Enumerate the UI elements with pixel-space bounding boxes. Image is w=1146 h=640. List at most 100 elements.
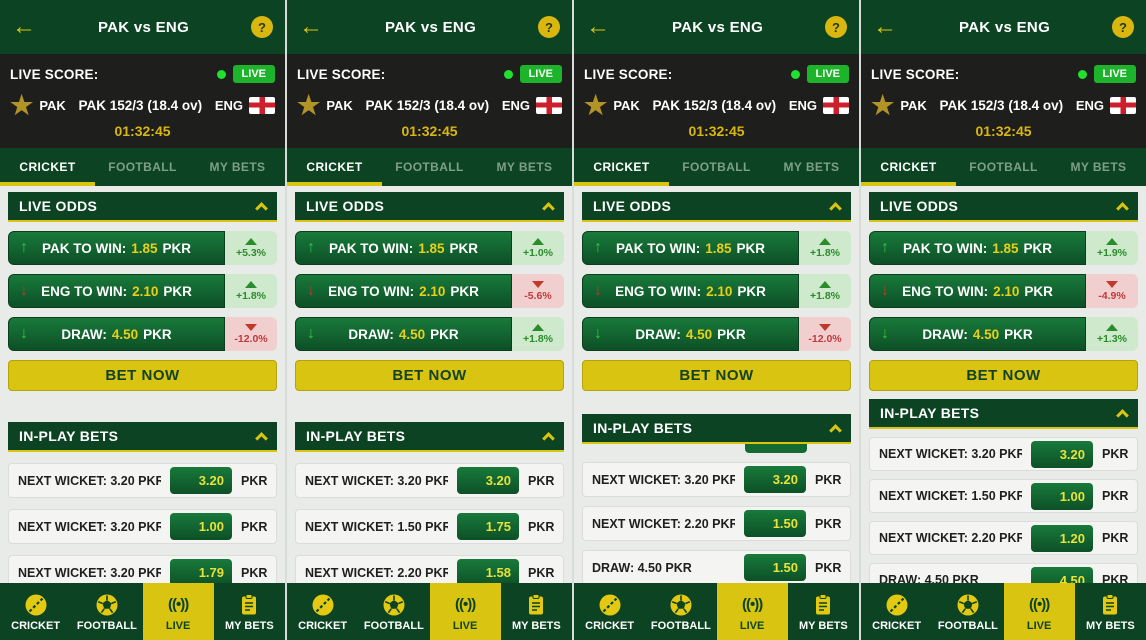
bet-now-button[interactable]: BET NOW [582,360,851,391]
live-odds-header[interactable]: LIVE ODDS [869,192,1138,222]
nav-live[interactable]: ((•)) LIVE [429,583,501,640]
odds-button-eng[interactable]: ↓ ENG TO WIN: 2.10 PKR +1.8% [582,274,851,308]
odds-button-eng[interactable]: ↓ ENG TO WIN: 2.10 PKR -5.6% [295,274,564,308]
live-odds-header[interactable]: LIVE ODDS [582,192,851,222]
bet-label: NEXT WICKET: 3.20 PKR [305,473,448,488]
odds-button-pak[interactable]: ↑ PAK TO WIN: 1.85 PKR +1.9% [869,231,1138,265]
triangle-up-icon [245,237,257,245]
nav-my-bets[interactable]: MY BETS [788,583,859,640]
bet-now-button[interactable]: BET NOW [869,360,1138,391]
nav-football[interactable]: FOOTBALL [645,583,716,640]
back-arrow-icon[interactable]: ← [299,13,323,40]
tab-my-bets[interactable]: MY BETS [496,160,553,174]
tab-my-bets[interactable]: MY BETS [783,160,840,174]
nav-cricket[interactable]: CRICKET [574,583,645,640]
trend-down-icon: ↓ [20,325,28,342]
back-arrow-icon[interactable]: ← [873,13,897,40]
in-play-bet-row: NEXT WICKET: 2.20 PKR 1.50 PKR [582,506,851,541]
bet-odds-button[interactable]: 3.20 [744,466,806,493]
odds-button-eng[interactable]: ↓ ENG TO WIN: 2.10 PKR +1.8% [8,274,277,308]
odds-label: DRAW: [61,326,107,342]
help-icon[interactable]: ? [538,16,560,38]
odds-currency: PKR [737,283,766,299]
bet-odds-button[interactable]: 1.00 [170,513,232,540]
tab-bar: CRICKET FOOTBALL MY BETS [861,148,1146,186]
trend-up-icon: ↑ [307,239,315,256]
bet-odds-button[interactable]: 4.50 [1031,566,1093,583]
odds-button-draw[interactable]: ↓ DRAW: 4.50 PKR -12.0% [8,317,277,351]
odds-currency: PKR [736,240,766,256]
tab-football[interactable]: FOOTBALL [395,160,464,174]
bet-label: NEXT WICKET: 3.20 PKR [18,473,161,488]
chevron-up-icon [542,431,555,445]
bet-odds-button[interactable]: 3.20 [1031,440,1093,468]
bet-now-button[interactable]: BET NOW [8,360,277,391]
bet-odds-button[interactable]: 3.20 [457,467,519,494]
odds-button-pak[interactable]: ↑ PAK TO WIN: 1.85 PKR +5.3% [8,231,277,265]
odds-button-draw[interactable]: ↓ DRAW: 4.50 PKR -12.0% [582,317,851,351]
odds-currency: PKR [162,240,192,256]
tab-football[interactable]: FOOTBALL [682,160,751,174]
change-percent: +1.8% [235,289,267,302]
nav-cricket[interactable]: CRICKET [0,583,71,640]
tab-cricket[interactable]: CRICKET [574,148,669,186]
bet-odds-button[interactable]: 1.20 [1031,524,1093,552]
nav-football[interactable]: FOOTBALL [358,583,429,640]
live-broadcast-icon: ((•)) [168,596,189,613]
nav-football[interactable]: FOOTBALL [71,583,142,640]
bet-odds-button[interactable]: 1.75 [457,513,519,540]
live-odds-title: LIVE ODDS [306,198,385,214]
bet-currency: PKR [241,565,268,580]
tab-football[interactable]: FOOTBALL [969,160,1038,174]
help-icon[interactable]: ? [251,16,273,38]
bet-odds-button[interactable]: 1.50 [744,554,806,581]
partial-bet-button[interactable] [745,444,807,453]
nav-label: CRICKET [11,619,61,632]
tab-cricket[interactable]: CRICKET [0,148,95,186]
odds-label: DRAW: [635,326,681,342]
help-icon[interactable]: ? [1112,16,1134,38]
tab-cricket[interactable]: CRICKET [861,148,956,186]
home-team-name: PAK [39,97,66,113]
help-icon[interactable]: ? [825,16,847,38]
tab-cricket[interactable]: CRICKET [287,148,382,186]
bet-now-button[interactable]: BET NOW [295,360,564,391]
nav-my-bets[interactable]: MY BETS [501,583,572,640]
odds-button-pak[interactable]: ↑ PAK TO WIN: 1.85 PKR +1.8% [582,231,851,265]
in-play-bets-header[interactable]: IN-PLAY BETS [869,399,1138,429]
change-badge: +1.8% [799,274,851,308]
odds-button-pak[interactable]: ↑ PAK TO WIN: 1.85 PKR +1.0% [295,231,564,265]
odds-button-draw[interactable]: ↓ DRAW: 4.50 PKR +1.3% [869,317,1138,351]
bet-odds-button[interactable]: 1.50 [744,510,806,537]
nav-football[interactable]: FOOTBALL [932,583,1003,640]
bet-odds-button[interactable]: 1.00 [1031,482,1093,510]
nav-my-bets[interactable]: MY BETS [1075,583,1146,640]
nav-my-bets[interactable]: MY BETS [214,583,285,640]
in-play-bet-row: NEXT WICKET: 1.50 PKR 1.00 PKR [869,479,1138,513]
in-play-bets-header[interactable]: IN-PLAY BETS [582,414,851,444]
bottom-nav: CRICKET FOOTBALL ((•)) LIVE MY BETS [0,583,285,640]
nav-live[interactable]: ((•)) LIVE [1003,583,1075,640]
odds-button-draw[interactable]: ↓ DRAW: 4.50 PKR +1.8% [295,317,564,351]
nav-cricket[interactable]: CRICKET [861,583,932,640]
nav-cricket[interactable]: CRICKET [287,583,358,640]
tab-my-bets[interactable]: MY BETS [1070,160,1127,174]
change-badge: -12.0% [225,317,277,351]
bet-odds-button[interactable]: 3.20 [170,467,232,494]
live-odds-header[interactable]: LIVE ODDS [295,192,564,222]
in-play-bets-header[interactable]: IN-PLAY BETS [295,422,564,452]
in-play-bets-header[interactable]: IN-PLAY BETS [8,422,277,452]
back-arrow-icon[interactable]: ← [586,13,610,40]
tab-football[interactable]: FOOTBALL [108,160,177,174]
live-odds-header[interactable]: LIVE ODDS [8,192,277,222]
back-arrow-icon[interactable]: ← [12,13,36,40]
in-play-bet-row: NEXT WICKET: 3.20 PKR 3.20 PKR [869,437,1138,471]
nav-live[interactable]: ((•)) LIVE [142,583,214,640]
bet-odds-button[interactable]: 1.79 [170,559,232,583]
odds-button-eng[interactable]: ↓ ENG TO WIN: 2.10 PKR -4.9% [869,274,1138,308]
bet-odds-button[interactable]: 1.58 [457,559,519,583]
in-play-bets-title: IN-PLAY BETS [593,420,693,436]
tab-my-bets[interactable]: MY BETS [209,160,266,174]
change-percent: -12.0% [808,332,842,345]
nav-live[interactable]: ((•)) LIVE [716,583,788,640]
